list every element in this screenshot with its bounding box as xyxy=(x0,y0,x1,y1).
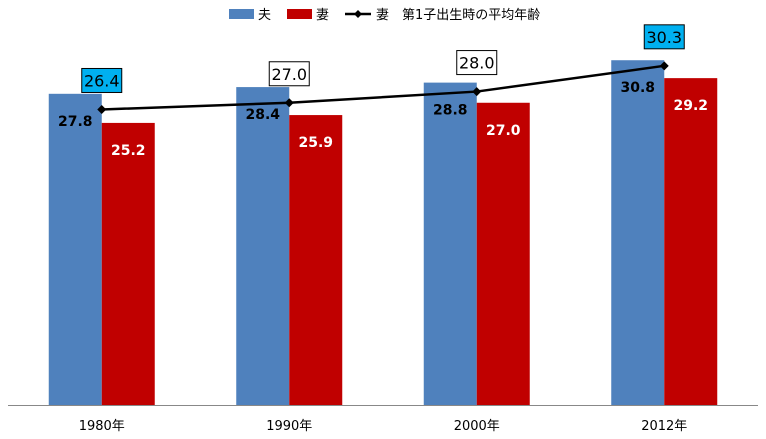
line-marker-0 xyxy=(97,104,107,114)
legend-marker-2 xyxy=(354,10,362,18)
data-labels: 27.8 28.4 28.8 30.8 25.2 25.9 27.0 29.2 26.4 27.0… xyxy=(58,24,708,159)
line-path xyxy=(101,64,665,111)
x-tick-label-3: 2012年 xyxy=(641,419,687,434)
bar-wife-0 xyxy=(101,122,155,405)
line-marker-2 xyxy=(472,87,482,97)
line-label-1: 27.0 xyxy=(271,65,307,84)
legend-label-2: 妻 第1子出生時の平均年齢 xyxy=(376,8,540,23)
legend: 夫 妻 妻 第1子出生時の平均年齢 xyxy=(229,8,540,23)
legend-label-1: 妻 xyxy=(316,8,329,23)
bar-label-wife-0: 25.2 xyxy=(111,143,146,159)
bar-label-wife-3: 29.2 xyxy=(673,98,708,114)
bar-label-husband-2: 28.8 xyxy=(433,103,468,119)
bar-label-husband-0: 27.8 xyxy=(58,114,93,130)
bar-label-wife-1: 25.9 xyxy=(298,135,333,151)
bar-label-wife-2: 27.0 xyxy=(486,123,521,139)
bar-wife-2 xyxy=(476,102,530,405)
line-label-box-2 xyxy=(456,50,498,76)
bar-wife-1 xyxy=(289,115,343,406)
line-label-box-1 xyxy=(268,61,310,87)
legend-label-0: 夫 xyxy=(258,8,271,23)
legend-swatch-1 xyxy=(287,9,312,19)
line-marker-3 xyxy=(659,61,669,71)
bars xyxy=(48,60,718,406)
x-tick-label-0: 1980年 xyxy=(79,419,125,434)
line-label-box-3 xyxy=(643,24,685,50)
bar-husband-2 xyxy=(423,82,477,405)
bar-wife-3 xyxy=(664,78,718,405)
x-axis: 1980年 1990年 2000年 2012年 xyxy=(8,405,758,434)
bar-label-husband-1: 28.4 xyxy=(245,107,280,123)
line-marker-1 xyxy=(284,98,294,108)
line-label-box-0 xyxy=(81,67,123,93)
bar-husband-3 xyxy=(611,60,665,406)
x-tick-label-1: 1990年 xyxy=(266,419,312,434)
bar-label-husband-3: 30.8 xyxy=(620,80,655,96)
line-label-2: 28.0 xyxy=(459,54,495,73)
x-tick-label-2: 2000年 xyxy=(454,419,500,434)
bar-husband-1 xyxy=(236,87,290,406)
line-series xyxy=(97,61,669,114)
line-label-3: 30.3 xyxy=(646,28,682,47)
bar-husband-0 xyxy=(48,93,102,405)
legend-swatch-0 xyxy=(229,9,254,19)
line-label-0: 26.4 xyxy=(84,71,120,90)
